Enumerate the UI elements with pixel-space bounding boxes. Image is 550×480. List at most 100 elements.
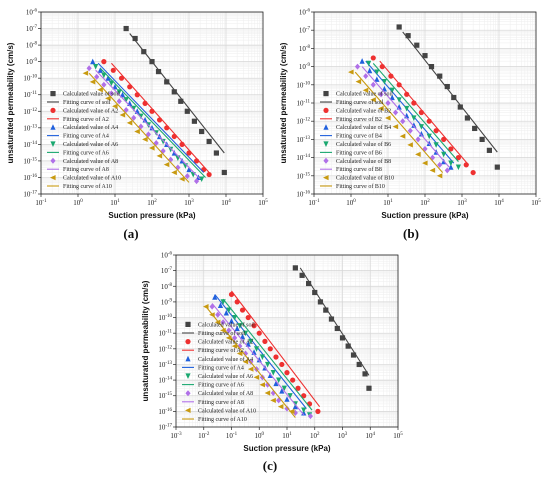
data-point [112,83,118,90]
data-point [354,63,361,70]
data-point [444,167,450,174]
data-point [348,69,354,75]
data-point [356,361,362,368]
data-point [234,299,240,305]
data-point [184,173,190,180]
data-point [256,330,262,336]
data-point [220,327,226,334]
y-tick-label: 10-10 [296,81,310,89]
data-point [171,89,177,95]
data-point [149,124,155,131]
fit-line [88,72,190,183]
data-point [171,133,177,140]
series-soil [292,265,372,391]
data-point [112,103,118,109]
y-tick-label: 10-17 [158,424,172,432]
data-point [448,164,454,170]
data-point [149,59,155,65]
legend-label: Calculated value of soil [63,91,120,98]
data-point [312,289,318,296]
data-point [149,108,155,114]
data-point [259,354,266,360]
legend-label: Calculated value of A2 [198,339,253,346]
series-B10 [348,69,444,179]
legend-label: Fitting curve of soil [63,99,111,106]
data-point [116,89,122,95]
data-point [185,339,191,345]
data-point [253,374,260,380]
legend-label: Fitting curve of B8 [336,166,382,173]
data-point [155,68,162,75]
data-point [270,389,276,396]
data-point [451,94,457,101]
data-point [138,113,144,120]
x-tick-label: 105 [258,199,268,207]
data-point [464,115,471,121]
x-tick-label: 102 [310,432,320,440]
data-point [226,307,232,314]
data-point [265,381,271,388]
data-point [455,155,462,161]
data-point [156,117,163,123]
data-point [444,83,450,90]
data-point [411,122,417,128]
x-tick-label: 103 [457,199,467,207]
data-point [101,81,107,88]
fit-line [361,66,450,168]
legend-label: Calculated value of soil [198,321,255,328]
y-tick-label: 10-15 [158,392,172,400]
legend-label: Calculated value of B8 [336,158,391,165]
data-point [389,87,395,94]
legend-label: Calculated value of A4 [198,356,253,363]
data-point [239,307,246,313]
data-point [370,81,376,88]
data-point [486,147,492,153]
data-point [273,380,279,387]
data-point [127,84,133,90]
data-point [186,166,192,173]
data-point [179,141,185,147]
data-point [226,327,232,334]
data-point [366,385,372,391]
data-point [299,272,305,278]
data-point [367,67,373,74]
data-point [185,390,191,397]
panel-label: (b) [403,226,419,241]
x-tick-label: 10-1 [226,432,238,440]
x-tick-label: 102 [147,199,157,207]
data-point [206,171,212,178]
data-point [228,291,235,298]
legend-label: Fitting curve of A4 [63,133,109,140]
data-point [426,133,432,140]
legend-label: Fitting curve of A8 [198,399,244,406]
legend-label: Fitting curve of A2 [198,347,244,354]
legend-label: Calculated value of A6 [198,373,253,380]
data-point [202,304,209,310]
data-point [259,382,266,388]
data-point [287,393,293,399]
fit-line [402,31,498,153]
data-point [305,280,312,287]
data-point [407,142,413,148]
data-point [142,136,148,142]
data-point [214,319,221,325]
data-point [407,127,413,134]
data-point [400,118,406,125]
panel-label: (c) [263,458,277,473]
data-point [411,115,417,121]
legend-label: Calculated value of soil [336,91,393,98]
data-point [93,64,99,70]
data-point [270,397,276,404]
data-point [82,70,89,76]
data-point [237,323,243,329]
data-point [379,64,385,70]
y-tick-label: 10-6 [299,9,311,17]
data-point [190,171,196,178]
data-point [94,73,100,80]
data-point [448,160,454,167]
data-point [215,311,221,318]
data-point [389,94,395,101]
data-point [339,335,346,341]
data-point [134,128,140,135]
series-A10 [202,304,296,418]
